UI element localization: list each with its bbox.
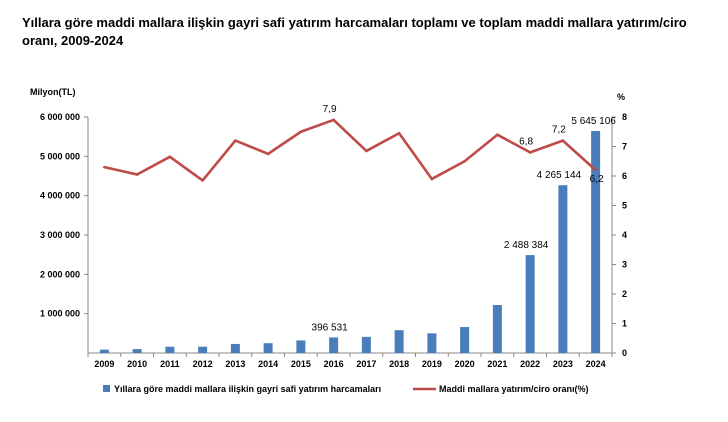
y-right-axis-label: %: [617, 92, 625, 102]
line-point: [594, 168, 597, 172]
y-right-tick-label: 2: [622, 289, 627, 299]
chart-title: Yıllara göre maddi mallara ilişkin gayri…: [22, 15, 687, 48]
x-tick-label: 2016: [324, 359, 344, 369]
bar: [99, 349, 109, 353]
x-tick-label: 2009: [94, 359, 114, 369]
bar: [263, 343, 273, 353]
x-tick-label: 2023: [553, 359, 573, 369]
y-left-tick-label: 4 000 000: [40, 191, 80, 201]
bar-data-label: 5 645 106: [571, 116, 616, 127]
x-tick-label: 2022: [520, 359, 540, 369]
line-data-label: 7,9: [323, 104, 337, 115]
y-right-tick-label: 4: [622, 230, 627, 240]
line-point: [365, 149, 368, 153]
x-tick-label: 2024: [586, 359, 606, 369]
line-point: [299, 130, 303, 134]
x-tick-label: 2017: [356, 359, 376, 369]
bar: [296, 340, 306, 353]
y-right-tick-label: 3: [622, 260, 627, 270]
line-point: [397, 131, 401, 135]
line-path: [104, 118, 597, 182]
bar: [361, 336, 371, 353]
y-left-tick-label: 2 000 000: [40, 269, 80, 279]
x-tick-label: 2010: [127, 359, 147, 369]
line-point: [561, 139, 565, 142]
bar-data-label: 2 488 384: [504, 240, 549, 251]
y-left-tick-label: 1 000 000: [40, 309, 80, 319]
line-point: [430, 177, 434, 181]
y-right-tick-label: 6: [622, 171, 627, 181]
line-series: [103, 118, 597, 182]
data-labels: 396 531 2 488 384 4 265 144 5 645 106 7,9 6,8…: [312, 104, 617, 333]
x-tick-label: 2020: [455, 359, 475, 369]
y-left-axis-label: Milyon(TL): [30, 87, 76, 97]
bar: [492, 305, 502, 353]
bar-data-label: 396 531: [312, 322, 349, 333]
x-tick-label: 2019: [422, 359, 442, 369]
bar: [230, 343, 240, 353]
y-left-tick-label: 5 000 000: [40, 151, 80, 161]
legend-bar-swatch: [103, 385, 110, 392]
y-right-tick-label: 5: [622, 201, 627, 211]
y-right-tick-label: 0: [622, 348, 627, 358]
line-point: [528, 151, 532, 154]
bar: [165, 346, 175, 353]
y-right-tick-label: 7: [622, 142, 627, 152]
bar: [132, 349, 142, 353]
line-data-label: 6,8: [519, 136, 533, 147]
line-data-label: 6,2: [590, 174, 604, 185]
bar: [460, 327, 470, 353]
legend-bar-label: Yıllara göre maddi mallara ilişkin gayri…: [114, 384, 381, 394]
line-point: [234, 139, 237, 142]
line-point: [201, 179, 204, 182]
x-tick-label: 2014: [258, 359, 278, 369]
y-right-tick-label: 1: [622, 319, 627, 329]
bar: [329, 337, 339, 353]
x-tick-label: 2013: [225, 359, 245, 369]
x-tick-label: 2012: [193, 359, 213, 369]
line-point: [266, 152, 270, 156]
axes: 1 000 000 2 000 000 3 000 000 4 000 000 5 00…: [40, 112, 627, 369]
bar: [394, 330, 404, 353]
x-tick-label: 2011: [160, 359, 180, 369]
line-point: [332, 118, 335, 122]
y-left-tick-label: 3 000 000: [40, 230, 80, 240]
x-tick-label: 2021: [487, 359, 507, 369]
y-left-tick-label: 6 000 000: [40, 112, 80, 122]
line-data-label: 7,2: [552, 125, 566, 136]
bar: [558, 185, 568, 353]
x-tick-label: 2018: [389, 359, 409, 369]
legend: Yıllara göre maddi mallara ilişkin gayri…: [103, 384, 589, 394]
bar-data-label: 4 265 144: [537, 170, 582, 181]
line-point: [463, 159, 466, 163]
line-point: [168, 155, 172, 159]
bar: [198, 346, 208, 353]
y-right-tick-label: 8: [622, 112, 627, 122]
bar: [591, 130, 601, 353]
line-point: [135, 173, 139, 176]
line-point: [103, 165, 106, 169]
bar-series: [99, 130, 601, 353]
legend-line-label: Maddi mallara yatırım/ciro oranı(%): [439, 384, 589, 394]
bar: [427, 333, 437, 353]
bar: [525, 255, 535, 353]
x-tick-label: 2015: [291, 359, 311, 369]
line-point: [496, 133, 499, 136]
